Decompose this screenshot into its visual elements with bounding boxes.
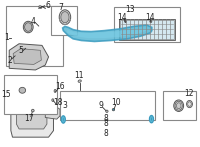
Text: 3: 3 <box>63 101 67 110</box>
Text: 12: 12 <box>184 89 194 98</box>
Text: 13: 13 <box>126 5 135 14</box>
Text: 16: 16 <box>55 82 65 91</box>
Text: 1: 1 <box>4 33 9 42</box>
Polygon shape <box>9 44 49 70</box>
Ellipse shape <box>150 20 152 22</box>
Text: 8: 8 <box>104 114 108 123</box>
Polygon shape <box>67 29 147 38</box>
Polygon shape <box>16 98 47 129</box>
Ellipse shape <box>125 20 127 22</box>
Ellipse shape <box>32 109 34 112</box>
Ellipse shape <box>176 103 181 109</box>
Ellipse shape <box>150 117 152 122</box>
Text: 17: 17 <box>24 114 34 123</box>
Text: 14: 14 <box>145 13 155 22</box>
Ellipse shape <box>174 100 184 111</box>
Ellipse shape <box>52 99 54 101</box>
Text: 2: 2 <box>8 56 12 65</box>
Ellipse shape <box>54 90 56 92</box>
Text: 5: 5 <box>18 46 23 55</box>
Bar <box>6 6 63 66</box>
Text: 10: 10 <box>111 98 121 107</box>
Text: 9: 9 <box>99 101 103 110</box>
Ellipse shape <box>188 102 191 106</box>
Ellipse shape <box>39 6 42 8</box>
Ellipse shape <box>175 101 182 110</box>
Bar <box>60 91 155 120</box>
Polygon shape <box>63 25 152 41</box>
Ellipse shape <box>59 10 71 25</box>
Ellipse shape <box>150 116 153 123</box>
Bar <box>114 7 180 42</box>
Text: 8: 8 <box>104 129 108 138</box>
Bar <box>51 6 77 35</box>
Polygon shape <box>45 106 60 119</box>
Ellipse shape <box>25 23 32 31</box>
Text: 14: 14 <box>117 13 127 22</box>
Text: 7: 7 <box>59 3 63 12</box>
Polygon shape <box>11 93 53 137</box>
Bar <box>120 20 174 39</box>
Text: 15: 15 <box>1 90 10 99</box>
Ellipse shape <box>106 110 108 112</box>
Ellipse shape <box>112 108 115 111</box>
Polygon shape <box>13 49 41 64</box>
Text: 4: 4 <box>30 17 35 26</box>
Ellipse shape <box>61 116 65 123</box>
Ellipse shape <box>61 12 69 23</box>
Text: 6: 6 <box>45 1 50 10</box>
Text: 18: 18 <box>53 98 62 107</box>
Bar <box>4 75 57 114</box>
Bar <box>163 91 196 120</box>
Bar <box>119 19 175 40</box>
Ellipse shape <box>62 117 64 122</box>
Text: 8: 8 <box>104 119 108 128</box>
Ellipse shape <box>19 87 26 93</box>
Text: 11: 11 <box>74 71 84 80</box>
Ellipse shape <box>187 100 192 108</box>
Ellipse shape <box>78 80 81 82</box>
Ellipse shape <box>23 21 33 33</box>
